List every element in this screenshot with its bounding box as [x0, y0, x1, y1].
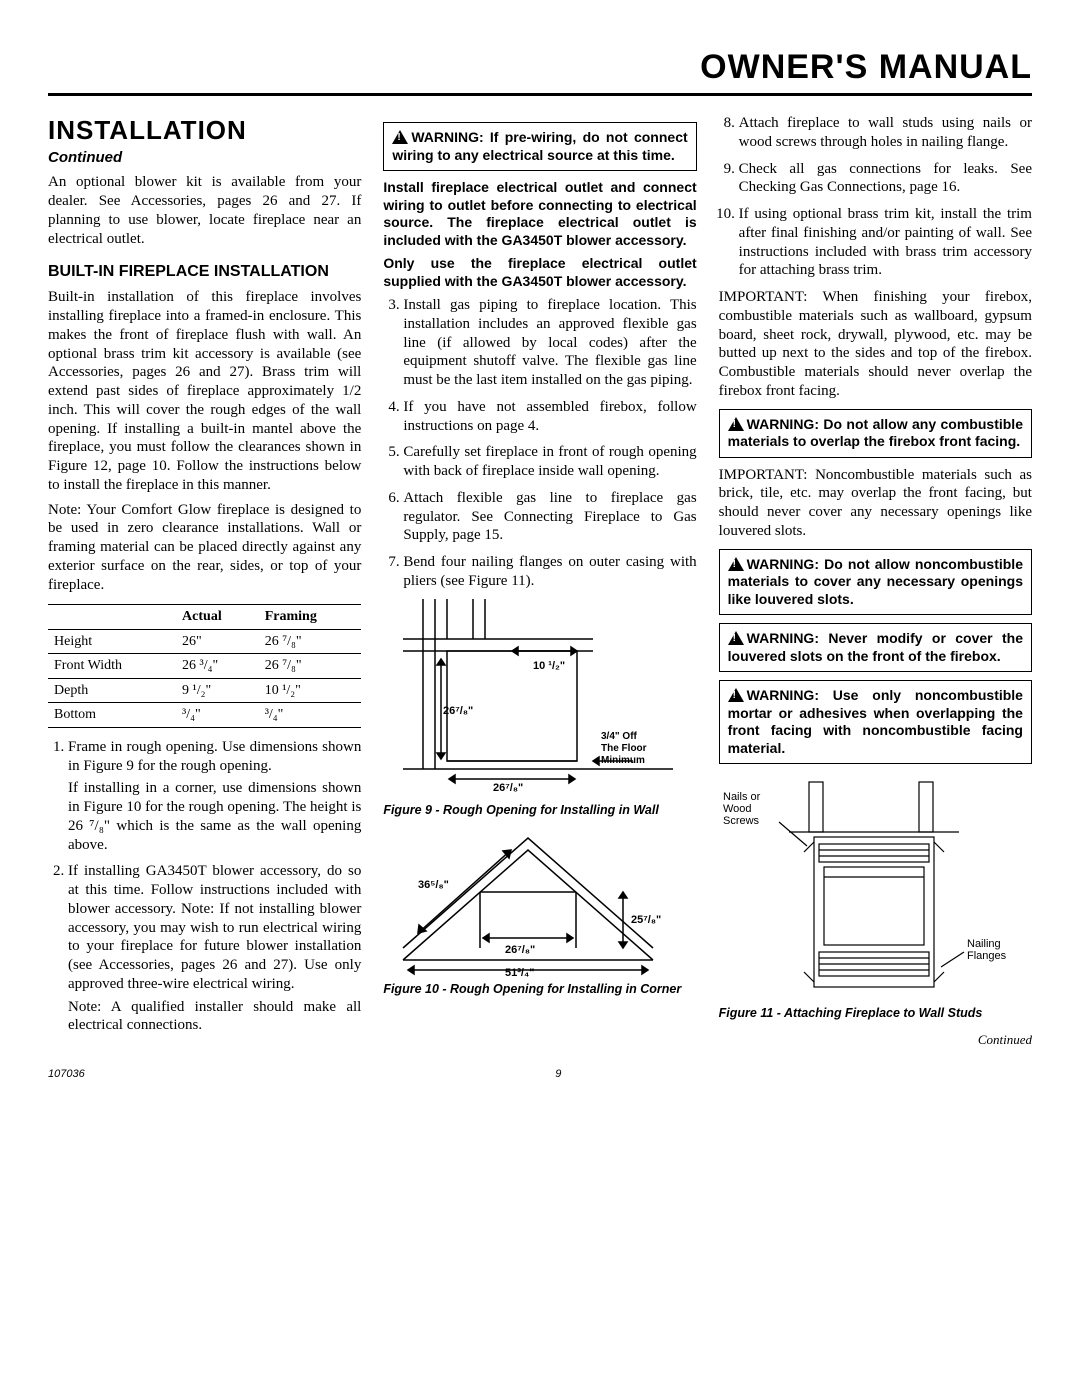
svg-text:51³/₄": 51³/₄" [505, 967, 534, 978]
th-blank [48, 605, 176, 630]
svg-text:26⁷/₈": 26⁷/₈" [505, 944, 535, 956]
install-steps-1: Frame in rough opening. Use dimensions s… [48, 738, 361, 1035]
list-item: Bend four nailing flanges on outer casin… [403, 553, 696, 591]
figure-9-diagram: 10 ¹/₂" 26⁷/₈" 26⁷/₈" 3/4" Off The Floor… [383, 599, 673, 799]
svg-text:Screws: Screws [723, 815, 760, 827]
svg-text:Nails or: Nails or [723, 791, 761, 803]
figure-11-diagram: Nails or Wood Screws Nailing Flanges [719, 772, 1019, 1002]
svg-text:3/4" Off: 3/4" Off [601, 731, 638, 742]
list-item: If you have not assembled firebox, follo… [403, 398, 696, 436]
figure-10-caption: Figure 10 - Rough Opening for Installing… [383, 982, 696, 998]
list-item: Frame in rough opening. Use dimensions s… [68, 738, 361, 855]
page-header: OWNER'S MANUAL [48, 48, 1032, 96]
list-item: If using optional brass trim kit, instal… [739, 205, 1032, 280]
intro-paragraph: An optional blower kit is available from… [48, 173, 361, 248]
svg-text:Wood: Wood [723, 803, 752, 815]
table-row: Front Width26 ³/₄"26 ⁷/₈" [48, 654, 361, 679]
svg-text:26⁷/₈": 26⁷/₈" [443, 705, 473, 717]
dimensions-table: Actual Framing Height26"26 ⁷/₈" Front Wi… [48, 604, 361, 728]
warning-icon [728, 631, 744, 645]
list-item: Attach flexible gas line to fireplace ga… [403, 489, 696, 545]
column-2: WARNING: If pre-wiring, do not connect w… [383, 114, 696, 1048]
column-3: Attach fireplace to wall studs using nai… [719, 114, 1032, 1048]
svg-text:Nailing: Nailing [967, 938, 1001, 950]
important-note: IMPORTANT: When finishing your firebox, … [719, 288, 1032, 401]
important-note: IMPORTANT: Noncombustible materials such… [719, 466, 1032, 541]
warning-icon [392, 130, 408, 144]
subsection-heading: BUILT-IN FIREPLACE INSTALLATION [48, 262, 361, 282]
warning-box: WARNING: Use only noncombustible mortar … [719, 680, 1032, 764]
svg-text:Minimum: Minimum [601, 755, 645, 766]
manual-title: OWNER'S MANUAL [48, 48, 1032, 87]
column-1: INSTALLATION Continued An optional blowe… [48, 114, 361, 1048]
svg-text:10 ¹/₂": 10 ¹/₂" [533, 660, 565, 672]
th-actual: Actual [176, 605, 259, 630]
continued-label: Continued [48, 149, 361, 168]
doc-number: 107036 [48, 1068, 85, 1080]
list-item: Check all gas connections for leaks. See… [739, 160, 1032, 198]
svg-text:Flanges: Flanges [967, 950, 1007, 962]
install-steps-2: Install gas piping to fireplace location… [383, 296, 696, 591]
svg-text:26⁷/₈": 26⁷/₈" [493, 782, 523, 794]
bold-instruction: Install fireplace electrical outlet and … [383, 179, 696, 249]
table-row: Depth9 ¹/₂"10 ¹/₂" [48, 678, 361, 703]
warning-box: WARNING: If pre-wiring, do not connect w… [383, 122, 696, 171]
warning-icon [728, 417, 744, 431]
figure-11-caption: Figure 11 - Attaching Fireplace to Wall … [719, 1006, 1032, 1022]
list-item: Install gas piping to fireplace location… [403, 296, 696, 390]
th-framing: Framing [259, 605, 362, 630]
continued-footer: Continued [719, 1032, 1032, 1048]
figure-10-diagram: 36⁵/₈" 25⁷/₈" 26⁷/₈" 51³/₄" [383, 828, 673, 978]
content-columns: INSTALLATION Continued An optional blowe… [48, 114, 1032, 1048]
install-steps-3: Attach fireplace to wall studs using nai… [719, 114, 1032, 280]
warning-box: WARNING: Do not allow any combustible ma… [719, 409, 1032, 458]
svg-text:36⁵/₈": 36⁵/₈" [418, 879, 449, 891]
warning-box: WARNING: Do not allow noncombustible mat… [719, 549, 1032, 616]
page-number: 9 [555, 1068, 561, 1080]
table-row: Height26"26 ⁷/₈" [48, 629, 361, 654]
bold-instruction: Only use the fireplace electrical outlet… [383, 255, 696, 290]
list-item: Carefully set fireplace in front of roug… [403, 443, 696, 481]
table-row: Bottom³/₄"³/₄" [48, 703, 361, 728]
warning-icon [728, 688, 744, 702]
list-item: If installing GA3450T blower accessory, … [68, 862, 361, 1035]
svg-text:The Floor: The Floor [601, 743, 647, 754]
warning-icon [728, 557, 744, 571]
body-paragraph: Built-in installation of this fireplace … [48, 288, 361, 494]
note-paragraph: Note: Your Comfort Glow fireplace is des… [48, 501, 361, 595]
figure-9-caption: Figure 9 - Rough Opening for Installing … [383, 803, 696, 819]
list-item: Attach fireplace to wall studs using nai… [739, 114, 1032, 152]
page-footer: 107036 9 [48, 1068, 1032, 1080]
warning-box: WARNING: Never modify or cover the louve… [719, 623, 1032, 672]
section-heading: INSTALLATION [48, 114, 361, 147]
table-header-row: Actual Framing [48, 605, 361, 630]
svg-text:25⁷/₈": 25⁷/₈" [631, 914, 661, 926]
